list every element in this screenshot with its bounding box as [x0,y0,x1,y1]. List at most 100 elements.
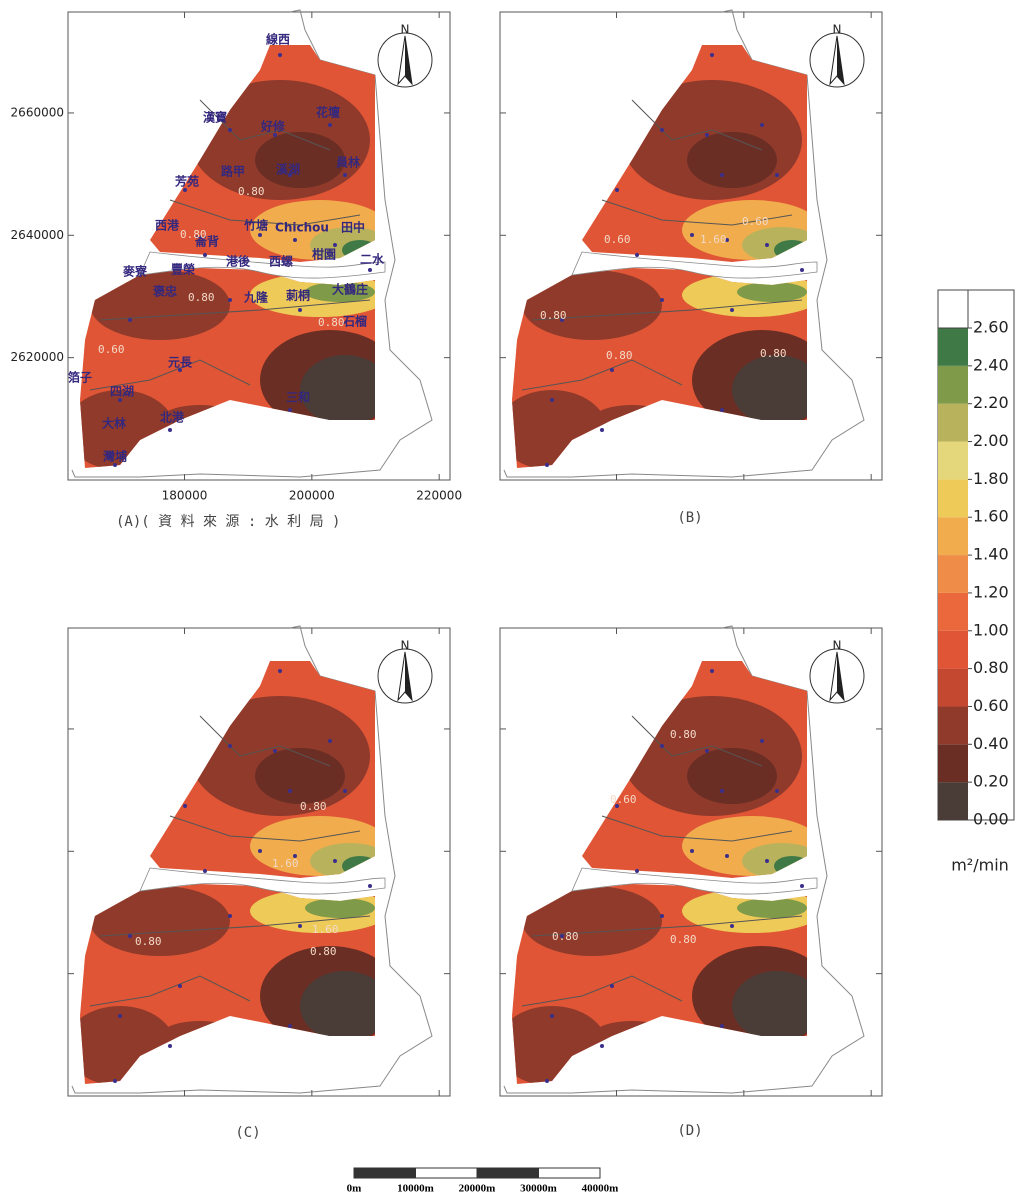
legend-label: 2.40 [973,355,1009,374]
legend-label: 1.20 [973,582,1009,601]
place: 麥寮 [122,264,148,279]
place: 花壇 [316,105,340,120]
x-tick-label: 180000 [162,489,208,503]
place: 路甲 [221,164,245,179]
contour-label: 0.80 [310,945,337,958]
legend-top [937,289,969,329]
north-label: N [401,23,410,37]
legend-swatch [938,555,968,593]
scale-label: 40000m [582,1183,619,1195]
legend-label: 0.80 [973,658,1009,677]
place: 西港 [155,218,180,233]
place: 莿桐 [286,288,310,303]
place: 石榴 [342,314,367,329]
legend-label: 1.60 [973,507,1009,526]
legend-swatch [938,365,968,404]
legend-label: 1.40 [973,545,1009,564]
contour-label: 0.80 [238,185,265,198]
contour-label: 0.80 [540,309,567,322]
caption: (D) [677,1123,702,1139]
place: 四湖 [110,384,134,399]
contour-label: 0.80 [180,228,207,241]
legend-swatch [938,517,968,556]
contour-label: 0.60 [610,793,637,806]
x-tick-label: 220000 [416,489,462,503]
legend-label: 1.80 [973,469,1009,488]
contour-label: 0.80 [135,935,162,948]
place: 崙背 [194,234,219,249]
place: 竹塘 [243,218,268,233]
place: 芳苑 [175,174,199,189]
north-label: N [833,639,842,653]
north-label: N [833,23,842,37]
legend-swatch [938,479,968,518]
y-tick-label: 2620000 [11,350,64,364]
place: 豐榮 [171,262,195,277]
place: 灣埔 [103,449,127,464]
place: 線西 [266,32,290,47]
scale-label: 10000m [397,1183,434,1195]
y-tick-label: 2640000 [11,228,64,242]
legend-label: 2.20 [973,393,1009,412]
place: 好修 [260,119,286,134]
map-a [65,10,450,480]
scale-label: 0m [347,1183,362,1195]
place: 柑園 [312,247,336,262]
place: 九隆 [243,290,269,305]
place: Chichou [275,221,329,235]
place: 員林 [335,155,360,170]
legend-unit: m²/min [951,856,1009,875]
place: 港後 [226,254,251,269]
place: 北港 [160,410,185,425]
contour-label: 0.60 [742,215,769,228]
place: 漢寶 [203,110,227,125]
place: 褒忠 [152,284,177,299]
scale-segment [415,1167,478,1179]
contour-label: 1.60 [700,233,727,246]
legend-label: 0.00 [973,810,1009,829]
x-tick-label: 200000 [289,489,335,503]
place: 二水 [360,252,385,267]
legend-swatch [938,744,968,783]
contour-label: 0.60 [98,343,125,356]
north-label: N [401,639,410,653]
contour-label: 0.80 [606,349,633,362]
legend-swatch [938,782,968,820]
scale-label: 20000m [459,1183,496,1195]
place: 元長 [168,355,193,370]
legend-label: 0.60 [973,696,1009,715]
contour-label: 0.80 [670,933,697,946]
contour-label: 0.80 [670,728,697,741]
map-c [65,626,450,1096]
place: 箔子 [68,370,92,385]
place: 三和 [286,390,310,405]
scale-segment [353,1167,416,1179]
contour-label: 0.60 [604,233,631,246]
contour-label: 0.80 [300,800,327,813]
scale-label: 30000m [520,1183,557,1195]
legend-label: 2.60 [973,318,1009,337]
legend-swatch [938,706,968,745]
legend-swatch [938,328,968,366]
generated: 180000 200000 220000 2620000 2640000 2660000 0… [11,12,1015,1195]
place: 大林 [102,416,126,431]
legend-swatch [938,630,968,669]
scale-segment [476,1167,539,1179]
scale-segment [538,1167,601,1179]
contour-label: 0.80 [318,316,345,329]
contour-label: 0.80 [760,347,787,360]
y-tick-label: 2660000 [11,105,64,119]
map-b [497,10,882,480]
contour-labels: 0.80 0.80 0.80 0.80 0.60 0.60 0.60 1.60 … [98,185,787,958]
caption: (B) [677,510,702,526]
caption: (A)( 資 料 來 源 : 水 利 局 ) [116,514,340,530]
contour-label: 1.60 [312,923,339,936]
legend-label: 1.00 [973,620,1009,639]
place: 田中 [341,220,365,235]
legend-swatch [938,403,968,442]
place: 西螺 [269,254,293,269]
place-labels: 線西 漢寶 好修 花壇 溪湖 員林 芳苑 路甲 西港 竹塘 Chichou 田中… [68,32,385,464]
